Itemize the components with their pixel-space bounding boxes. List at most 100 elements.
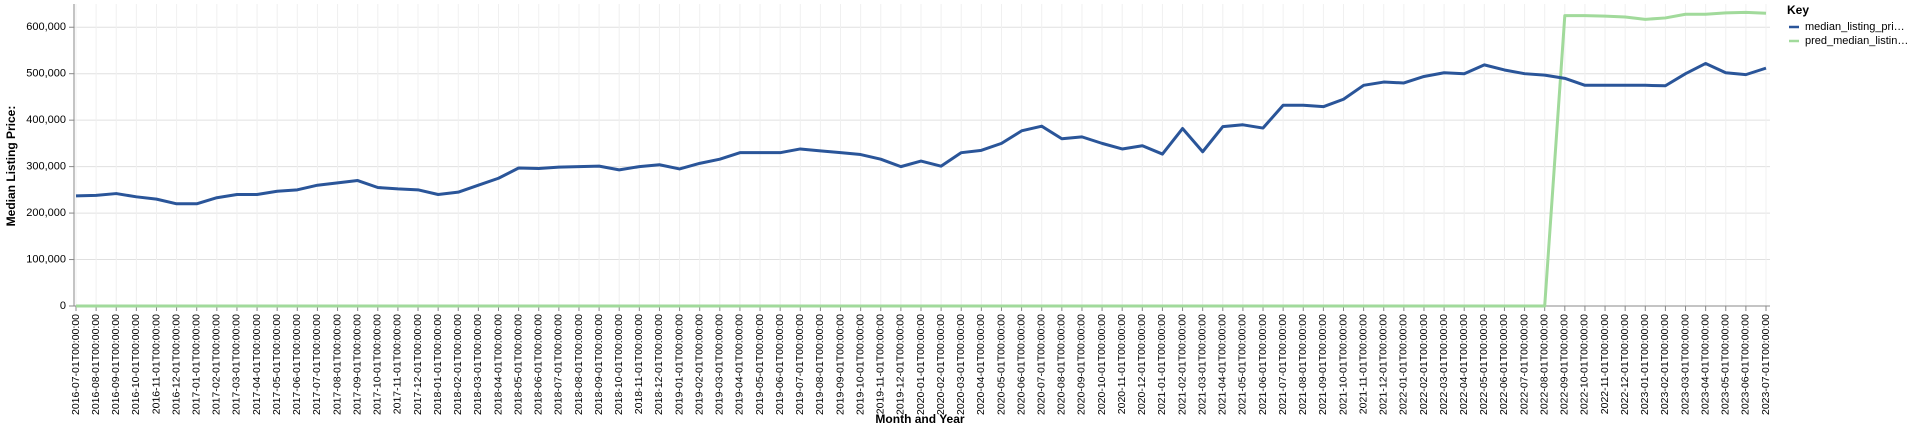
x-tick-label: 2022-01-01T00:00:00 [1398,314,1410,415]
x-tick-label: 2017-09-01T00:00:00 [351,314,363,415]
x-tick-label: 2021-04-01T00:00:00 [1217,314,1229,415]
legend-label: median_listing_pri… [1805,21,1905,33]
x-tick-label: 2018-12-01T00:00:00 [653,314,665,415]
x-axis-title: Month and Year [875,412,964,426]
x-tick-label: 2019-09-01T00:00:00 [834,314,846,415]
x-tick-label: 2019-03-01T00:00:00 [714,314,726,415]
x-tick-label: 2021-02-01T00:00:00 [1176,314,1188,415]
x-tick-label: 2019-05-01T00:00:00 [754,314,766,415]
x-tick-label: 2018-05-01T00:00:00 [512,314,524,415]
x-tick-label: 2020-05-01T00:00:00 [995,314,1007,415]
x-tick-label: 2023-04-01T00:00:00 [1699,314,1711,415]
x-tick-label: 2019-04-01T00:00:00 [734,314,746,415]
x-tick-label: 2020-11-01T00:00:00 [1116,314,1128,414]
x-tick-label: 2017-04-01T00:00:00 [251,314,263,415]
x-tick-label: 2017-11-01T00:00:00 [392,314,404,414]
x-tick-label: 2018-10-01T00:00:00 [613,314,625,415]
x-tick-label: 2021-08-01T00:00:00 [1297,314,1309,415]
x-tick-label: 2019-12-01T00:00:00 [895,314,907,415]
x-tick-label: 2016-09-01T00:00:00 [110,314,122,415]
y-tick-label: 300,000 [26,161,66,173]
y-tick-label: 200,000 [26,207,66,219]
x-tick-label: 2022-12-01T00:00:00 [1619,314,1631,415]
x-tick-label: 2017-06-01T00:00:00 [291,314,303,415]
y-tick-label: 0 [60,300,66,312]
x-tick-label: 2020-12-01T00:00:00 [1136,314,1148,415]
x-tick-label: 2022-09-01T00:00:00 [1559,314,1571,415]
x-tick-label: 2016-12-01T00:00:00 [170,314,182,415]
x-tick-label: 2017-12-01T00:00:00 [412,314,424,415]
x-tick-label: 2016-07-01T00:00:00 [70,314,82,415]
x-tick-label: 2022-04-01T00:00:00 [1458,314,1470,415]
x-tick-label: 2020-07-01T00:00:00 [1035,314,1047,415]
x-tick-label: 2018-06-01T00:00:00 [533,314,545,415]
x-tick-label: 2021-03-01T00:00:00 [1196,314,1208,415]
x-tick-label: 2021-01-01T00:00:00 [1156,314,1168,415]
x-tick-label: 2016-08-01T00:00:00 [90,314,102,415]
x-tick-label: 2022-05-01T00:00:00 [1478,314,1490,415]
x-tick-label: 2020-06-01T00:00:00 [1015,314,1027,415]
x-tick-label: 2021-06-01T00:00:00 [1257,314,1269,415]
x-tick-label: 2023-07-01T00:00:00 [1760,314,1772,415]
x-tick-label: 2017-08-01T00:00:00 [331,314,343,415]
x-tick-label: 2020-01-01T00:00:00 [915,314,927,415]
x-tick-label: 2023-01-01T00:00:00 [1639,314,1651,415]
x-tick-label: 2020-08-01T00:00:00 [1056,314,1068,415]
x-tick-label: 2022-07-01T00:00:00 [1518,314,1530,415]
x-tick-label: 2021-05-01T00:00:00 [1237,314,1249,415]
x-tick-label: 2022-03-01T00:00:00 [1438,314,1450,415]
x-tick-label: 2016-11-01T00:00:00 [150,314,162,414]
x-tick-label: 2018-08-01T00:00:00 [573,314,585,415]
x-tick-label: 2020-10-01T00:00:00 [1096,314,1108,415]
x-tick-label: 2017-10-01T00:00:00 [372,314,384,415]
x-tick-label: 2017-07-01T00:00:00 [311,314,323,415]
series-line [76,10,1767,308]
x-tick-label: 2022-02-01T00:00:00 [1418,314,1430,415]
x-tick-label: 2018-04-01T00:00:00 [492,314,504,415]
x-tick-label: 2023-02-01T00:00:00 [1659,314,1671,415]
x-tick-label: 2017-05-01T00:00:00 [271,314,283,415]
x-tick-label: 2019-02-01T00:00:00 [693,314,705,415]
x-tick-label: 2019-10-01T00:00:00 [854,314,866,415]
x-tick-label: 2018-02-01T00:00:00 [452,314,464,415]
x-tick-label: 2020-04-01T00:00:00 [975,314,987,415]
x-tick-label: 2018-11-01T00:00:00 [633,314,645,414]
x-tick-label: 2018-03-01T00:00:00 [472,314,484,415]
x-tick-label: 2022-06-01T00:00:00 [1498,314,1510,415]
x-tick-label: 2021-07-01T00:00:00 [1277,314,1289,415]
x-tick-label: 2016-10-01T00:00:00 [130,314,142,415]
x-tick-label: 2018-09-01T00:00:00 [593,314,605,415]
series-line [75,61,1767,206]
x-tick-label: 2018-01-01T00:00:00 [432,314,444,415]
y-tick-label: 600,000 [26,21,66,33]
x-tick-label: 2017-03-01T00:00:00 [231,314,243,415]
x-tick-label: 2021-11-01T00:00:00 [1357,314,1369,414]
x-tick-label: 2023-05-01T00:00:00 [1720,314,1732,415]
y-axis-title: Median Listing Price: [4,106,18,227]
x-tick-label: 2022-11-01T00:00:00 [1599,314,1611,414]
x-tick-label: 2018-07-01T00:00:00 [553,314,565,415]
x-tick-label: 2023-03-01T00:00:00 [1679,314,1691,415]
x-tick-label: 2023-06-01T00:00:00 [1740,314,1752,415]
x-tick-label: 2020-03-01T00:00:00 [955,314,967,415]
legend-label: pred_median_listin… [1805,35,1908,47]
x-tick-label: 2020-02-01T00:00:00 [935,314,947,415]
x-tick-label: 2019-07-01T00:00:00 [794,314,806,415]
y-tick-label: 500,000 [26,68,66,80]
y-tick-label: 100,000 [26,253,66,265]
x-tick-label: 2022-10-01T00:00:00 [1579,314,1591,415]
x-tick-label: 2021-09-01T00:00:00 [1317,314,1329,415]
x-tick-label: 2020-09-01T00:00:00 [1076,314,1088,415]
x-tick-label: 2021-12-01T00:00:00 [1378,314,1390,415]
x-tick-label: 2019-08-01T00:00:00 [814,314,826,415]
x-tick-label: 2019-11-01T00:00:00 [875,314,887,414]
x-tick-label: 2017-02-01T00:00:00 [211,314,223,415]
x-tick-label: 2017-01-01T00:00:00 [190,314,202,415]
x-tick-label: 2019-06-01T00:00:00 [774,314,786,415]
x-tick-label: 2019-01-01T00:00:00 [673,314,685,415]
y-tick-label: 400,000 [26,114,66,126]
legend-title: Key [1787,3,1809,17]
x-tick-label: 2021-10-01T00:00:00 [1337,314,1349,415]
x-tick-label: 2022-08-01T00:00:00 [1538,314,1550,415]
